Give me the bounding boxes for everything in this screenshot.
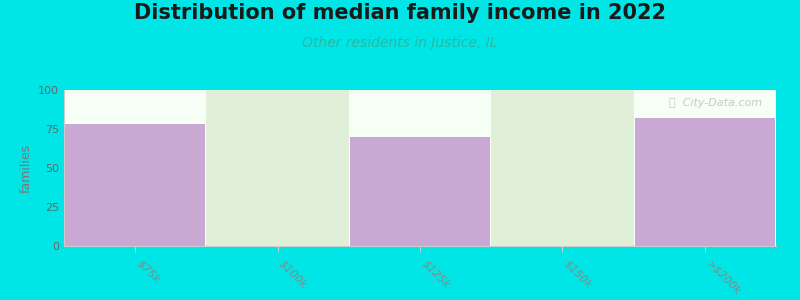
Text: >$200k: >$200k [705, 258, 743, 296]
Text: Distribution of median family income in 2022: Distribution of median family income in … [134, 3, 666, 23]
Bar [491, 90, 634, 246]
Text: $125k: $125k [420, 258, 452, 290]
Text: $100k: $100k [278, 258, 310, 290]
Bar [350, 137, 490, 246]
Bar [66, 124, 205, 246]
Text: $150k: $150k [562, 258, 594, 290]
Text: ⓘ  City-Data.com: ⓘ City-Data.com [669, 98, 762, 108]
Text: Other residents in Justice, IL: Other residents in Justice, IL [302, 36, 498, 50]
Bar [206, 90, 349, 246]
Bar [635, 118, 774, 246]
Text: $75k: $75k [135, 258, 162, 285]
Y-axis label: families: families [19, 143, 33, 193]
